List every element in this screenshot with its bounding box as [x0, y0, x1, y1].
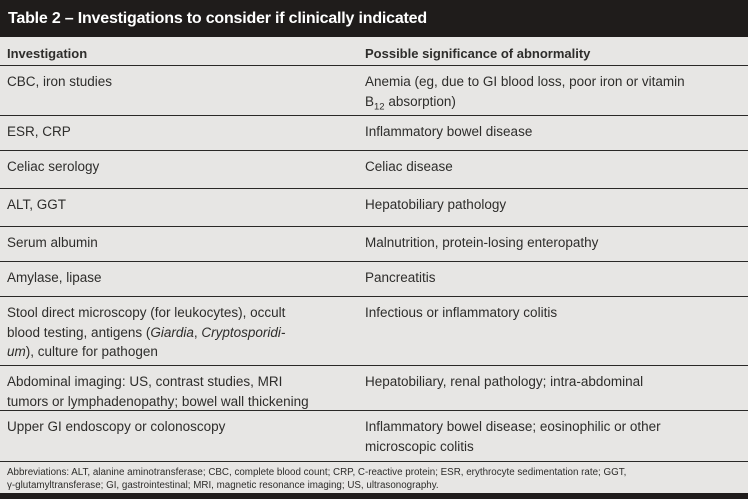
- significance-cell: Celiac disease: [365, 159, 453, 174]
- column-header-row: Investigation Possible significance of a…: [0, 37, 748, 66]
- significance-cell: Hepatobiliary pathology: [365, 197, 507, 212]
- genus-italic: Giardia: [150, 324, 194, 340]
- table-row: Stool direct microscopy (for leukocytes)…: [0, 297, 748, 366]
- investigation-cell: Serum albumin: [7, 235, 98, 250]
- b12-subscript: 12: [374, 101, 385, 113]
- table-row: Serum albumin Malnutrition, protein-losi…: [0, 227, 748, 262]
- abbreviations-footnote: Abbreviations: ALT, alanine aminotransfe…: [7, 467, 627, 491]
- investigation-cell: CBC, iron studies: [7, 74, 113, 89]
- table-row: ESR, CRP Inflammatory bowel disease: [0, 116, 748, 151]
- genus-italic: Cryptosporidi-: [201, 324, 286, 340]
- table-row: Abdominal imaging: US, contrast studies,…: [0, 366, 748, 411]
- investigation-cell: Amylase, lipase: [7, 270, 102, 285]
- table-bottom-border: [0, 493, 748, 499]
- significance-cell: Pancreatitis: [365, 270, 436, 285]
- table-row: Celiac serology Celiac disease: [0, 151, 748, 189]
- table-row: ALT, GGT Hepatobiliary pathology: [0, 189, 748, 227]
- column-header-investigation: Investigation: [7, 46, 88, 61]
- table-row: CBC, iron studies Anemia (eg, due to GI …: [0, 66, 748, 116]
- table-title: Table 2 – Investigations to consider if …: [8, 9, 427, 27]
- investigation-cell: Stool direct microscopy (for leukocytes)…: [7, 305, 286, 359]
- significance-cell: Hepatobiliary, renal pathology; intra-ab…: [365, 374, 644, 389]
- table-row: Upper GI endoscopy or colonoscopy Inflam…: [0, 411, 748, 462]
- column-header-significance: Possible significance of abnormality: [365, 46, 591, 61]
- significance-cell: Anemia (eg, due to GI blood loss, poor i…: [365, 74, 685, 113]
- significance-cell: Infectious or inflammatory colitis: [365, 305, 558, 320]
- investigation-cell: ALT, GGT: [7, 197, 67, 212]
- table-title-bar: Table 2 – Investigations to consider if …: [0, 0, 748, 37]
- investigation-cell: Abdominal imaging: US, contrast studies,…: [7, 374, 309, 409]
- investigation-cell: Celiac serology: [7, 159, 100, 174]
- investigation-cell: ESR, CRP: [7, 124, 71, 139]
- significance-cell: Malnutrition, protein-losing enteropathy: [365, 235, 599, 250]
- table-row: Amylase, lipase Pancreatitis: [0, 262, 748, 297]
- significance-cell: Inflammatory bowel disease; eosinophilic…: [365, 419, 661, 454]
- significance-cell: Inflammatory bowel disease: [365, 124, 533, 139]
- genus-italic: um: [7, 344, 26, 359]
- investigation-cell: Upper GI endoscopy or colonoscopy: [7, 419, 226, 434]
